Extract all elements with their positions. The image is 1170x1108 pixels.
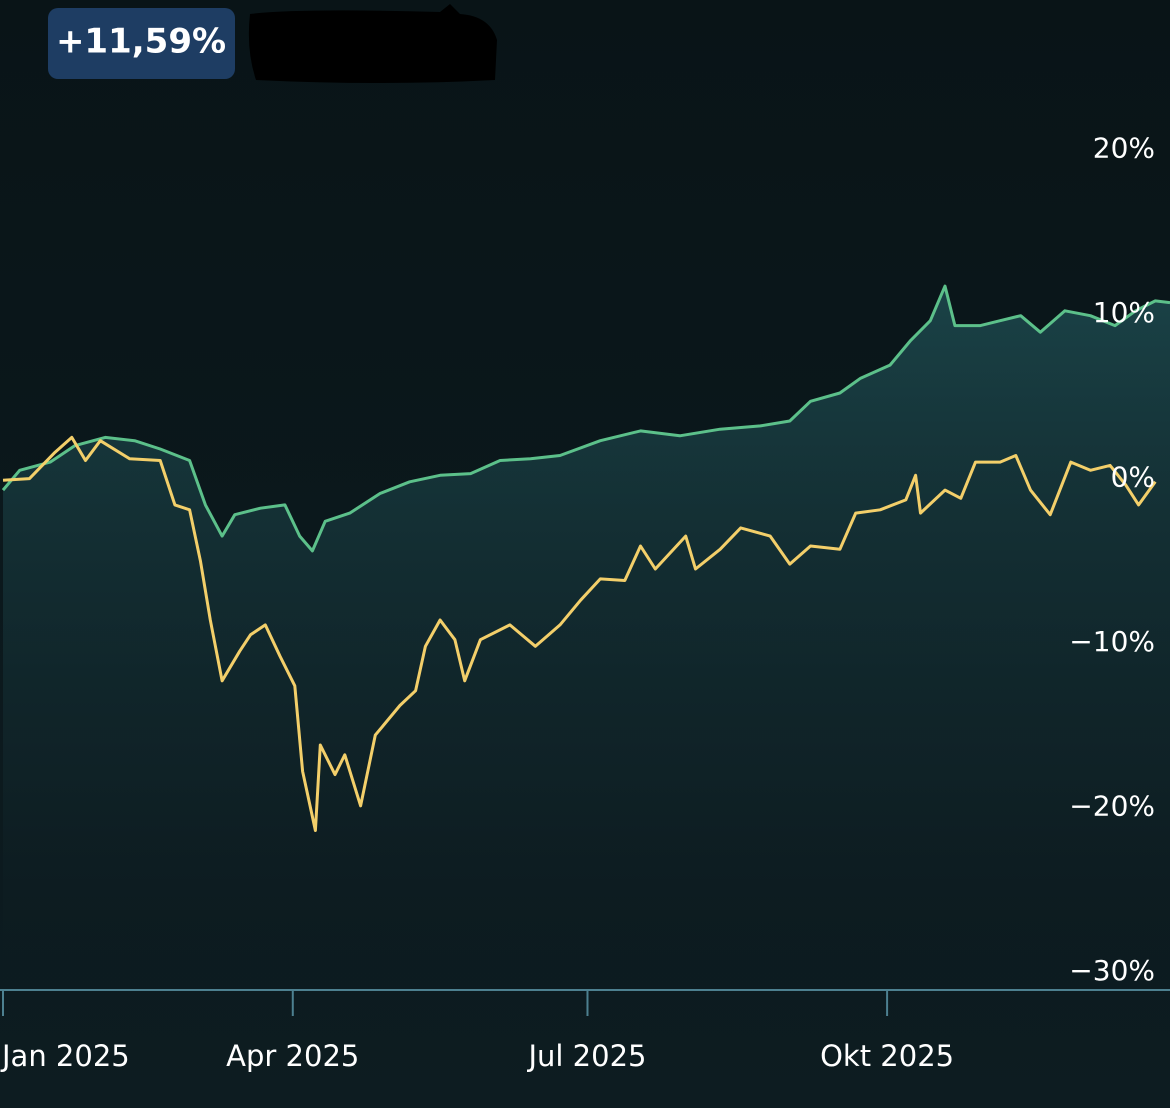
badge [48, 8, 235, 79]
y-tick-label: −30% [1069, 954, 1155, 987]
y-tick-label: 20% [1093, 132, 1155, 165]
badge-text: +11,59% [56, 22, 226, 62]
x-tick-label: Okt 2025 [820, 1039, 954, 1073]
plot-area [0, 284, 1170, 1016]
line [2, 435, 1157, 832]
y-tick-label: 10% [1093, 296, 1155, 329]
x-tick-label: Apr 2025 [226, 1039, 359, 1073]
x-tick-label: Jul 2025 [526, 1039, 646, 1073]
area [3, 286, 1170, 991]
line [1, 284, 1170, 553]
y-tick-label: 0% [1111, 461, 1155, 494]
redacted-block [248, 4, 497, 83]
y-tick-label: −20% [1069, 789, 1155, 822]
y-tick-label: −10% [1069, 625, 1155, 658]
x-tick-label: Jan 2025 [0, 1039, 130, 1073]
